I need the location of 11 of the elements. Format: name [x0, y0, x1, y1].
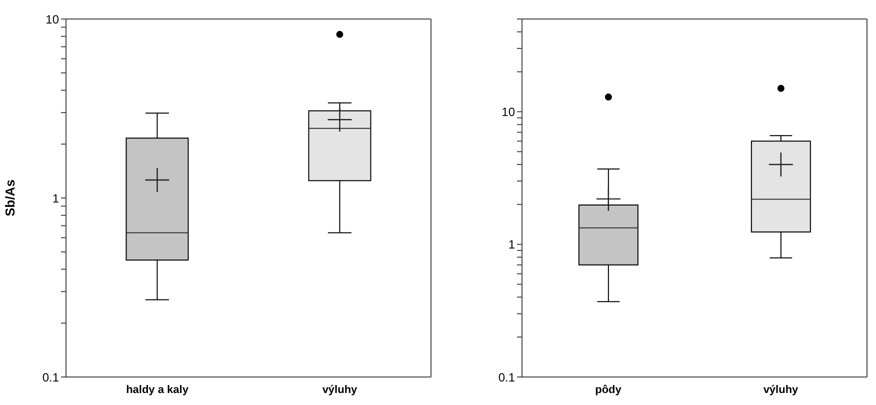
x-tick-label: haldy a kaly: [126, 384, 190, 396]
y-axis-title: Sb/As: [2, 180, 18, 216]
y-tick-label: 1: [52, 191, 60, 206]
y-tick-label: 10: [502, 104, 516, 119]
y-tick-label: 0.1: [498, 370, 516, 384]
x-tick-label: výluhy: [763, 384, 800, 396]
x-tick-label: pôdy: [595, 384, 622, 396]
y-tick-label: 10: [46, 12, 60, 26]
x-tick-label: výluhy: [322, 384, 358, 396]
y-tick-label: 0.1: [42, 370, 60, 384]
y-tick-label: 1: [508, 238, 516, 252]
